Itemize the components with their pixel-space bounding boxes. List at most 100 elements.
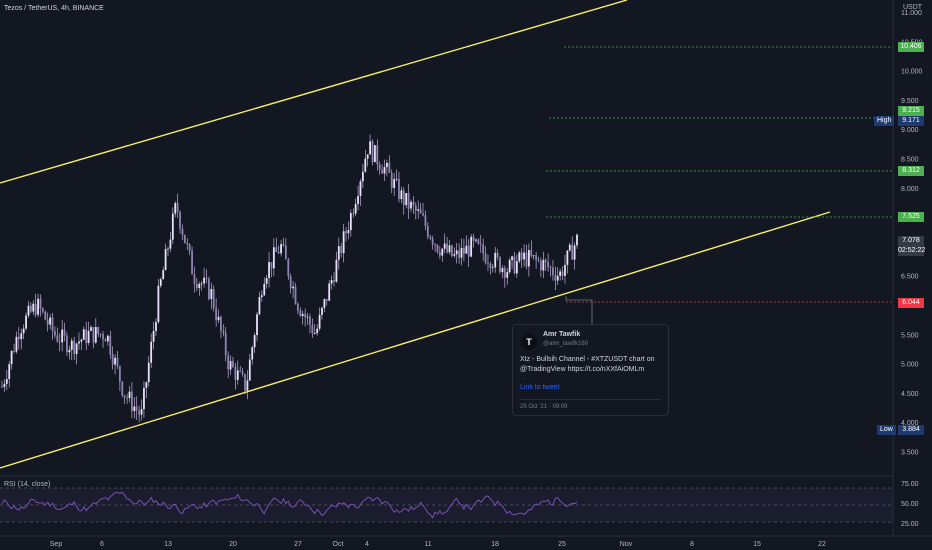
price-tick-label: 6.500 [901,274,919,281]
candle-body [357,195,359,204]
candle-body [63,329,66,336]
candle-body [13,351,15,352]
symbol-title[interactable]: Tezos / TetherUS, 4h, BINANCE [4,5,104,12]
tweet-card[interactable]: T Amr Tawfik @amr_tawfik160 Xtz - Bullsi… [512,324,669,416]
candle-body [256,314,258,336]
candle-body [463,247,465,254]
candle-body [94,327,97,343]
candle-body [191,250,193,275]
candle-body [181,228,184,235]
candle-body [330,280,333,284]
candle-body [253,335,256,348]
candle-body [25,315,27,329]
candle-body [374,145,376,163]
candle-body [287,259,290,277]
time-tick-label: Oct [333,541,344,548]
candle-body [174,203,177,214]
time-tick-label: 4 [365,541,369,548]
candle-body [506,272,509,278]
currency-label[interactable]: USDT [903,4,923,11]
candle-body [280,244,282,254]
candle-body [549,267,552,269]
candle-body [157,285,160,323]
tweet-author-name: Amr Tawfik [543,331,581,338]
candle-body [345,231,347,234]
time-tick-label: 13 [164,541,172,548]
candle-body [436,244,439,253]
candle-body [3,383,6,387]
candle-body [208,278,210,300]
candle-body [150,341,153,363]
candle-body [268,262,270,279]
candle-body [554,274,557,281]
candle-body [381,169,384,174]
candle-body [210,289,213,300]
candle-body [568,244,571,251]
rsi-pane: 75.00 50.00 25.00 [0,475,919,528]
low-value-badge: 3.884 [898,425,924,435]
candle-body [292,286,295,289]
price-tick-label: 9.000 [901,127,919,134]
candle-body [188,244,191,251]
candle-body [301,313,304,317]
candle-body [390,172,393,188]
candle-body [171,213,174,240]
time-tick-label: 27 [294,541,302,548]
candle-body [366,154,369,159]
candle-body [198,284,201,289]
candle-body [82,329,85,340]
time-tick-label: 22 [818,541,826,548]
candle-body [73,340,76,355]
candle-body [92,327,95,343]
candle-body [241,371,244,375]
rsi-indicator-label[interactable]: RSI (14, close) [4,481,51,488]
candle-body [5,379,8,384]
candle-body [335,259,338,282]
candle-body [369,141,371,155]
candle-body [438,252,441,256]
candle-body [561,271,564,276]
candle-body [352,213,355,214]
channel-lines [0,0,831,469]
candle-body [152,331,155,342]
tweet-link[interactable]: Link to tweet [520,384,560,391]
candle-body [417,209,420,211]
level-badge-8312: 8.312 [898,166,924,176]
price-axis: 11.00010.50010.0009.5009.0008.5008.0007.… [901,10,923,457]
candle-body [104,339,107,342]
candle-body [263,283,266,296]
current-price: 7.078 [902,237,920,244]
tweet-connector [565,296,593,324]
candle-body [248,359,251,381]
candle-body [460,247,463,258]
candle-body [128,391,131,399]
candle-body [523,252,525,260]
candle-body [121,381,124,396]
candle-body [215,307,218,321]
candle-body [361,171,364,182]
candle-body [294,286,297,304]
level-badge-7525: 7.525 [898,212,924,222]
candle-body [275,247,278,252]
candle-body [203,277,205,284]
candle-body [402,190,405,206]
candle-body [393,179,396,188]
candle-body [321,307,323,315]
candle-body [398,178,400,200]
candle-body [44,311,47,320]
candle-body [220,316,222,331]
candle-body [205,277,208,279]
price-tick-label: 8.500 [901,157,919,164]
candle-body [90,327,92,331]
candle-body [407,193,410,209]
candle-body [482,244,485,254]
candle-body [501,268,504,273]
candle-body [405,193,408,206]
candle-body [325,299,328,301]
candle-body [371,141,374,163]
channel-upper-line [0,0,628,184]
candle-body [22,328,25,334]
candle-body [227,355,230,370]
candle-body [337,246,340,260]
